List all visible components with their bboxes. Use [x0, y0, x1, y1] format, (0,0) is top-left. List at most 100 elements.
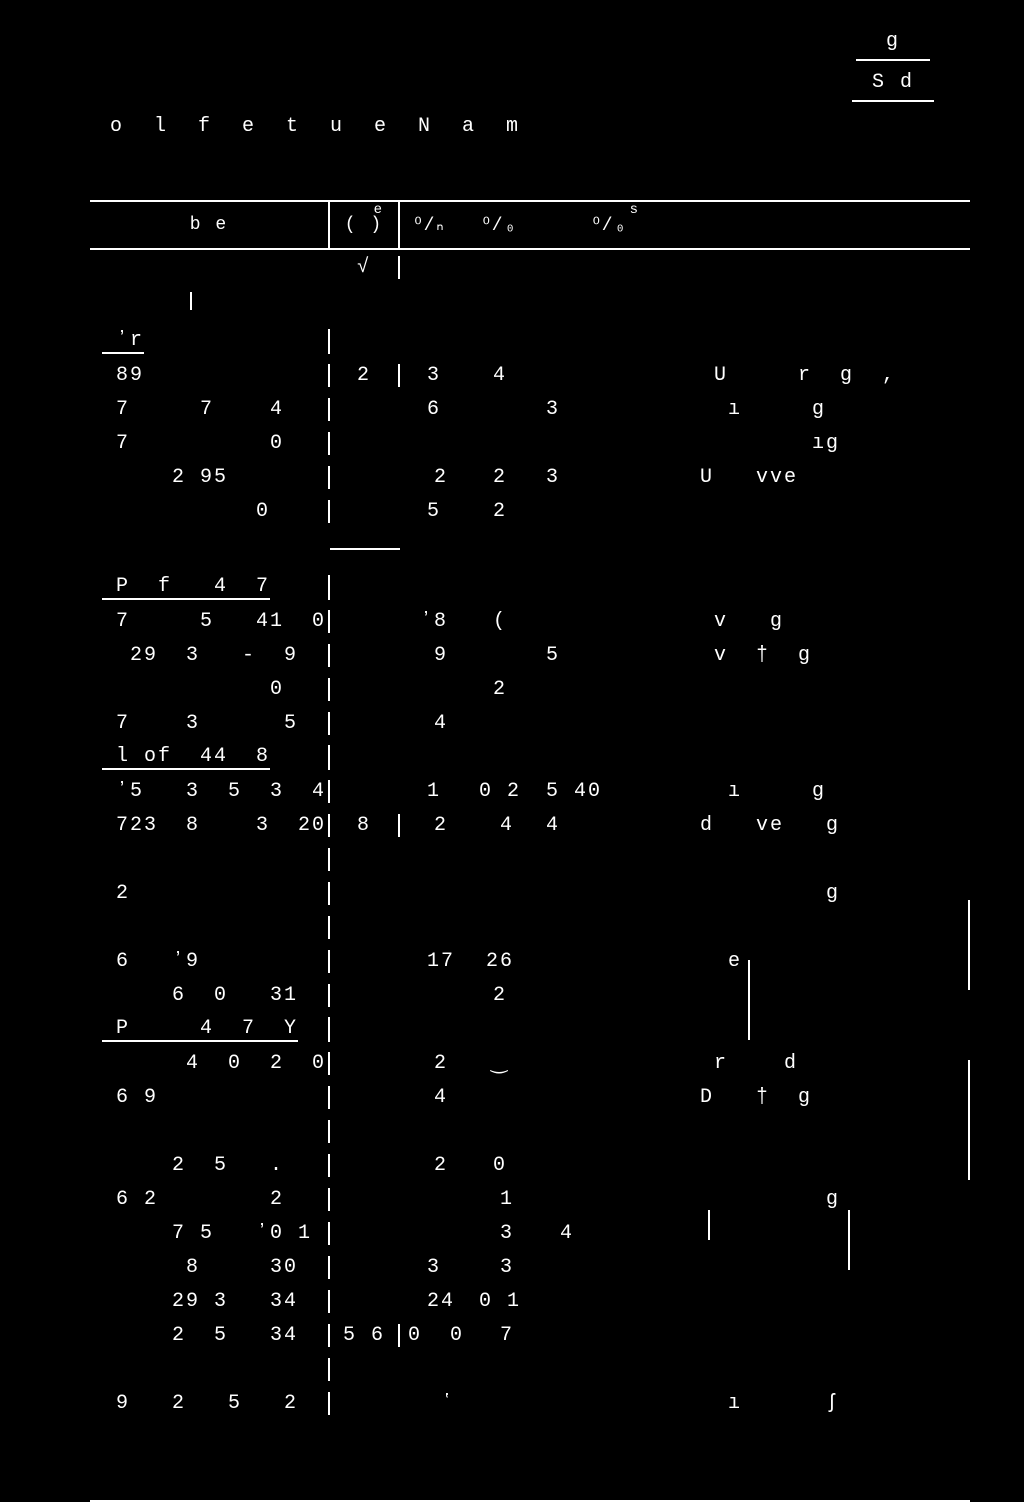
table-row: 6 9 4 D † g: [90, 1080, 970, 1114]
cell: 4: [400, 712, 460, 735]
table-row: 9 2 5 2 ʽ ı ʃ: [90, 1386, 970, 1420]
table-row: 2 95 223U vve: [90, 460, 970, 494]
cell: g: [680, 882, 970, 905]
cell: 4 0 2 0: [90, 1052, 330, 1075]
cell: 2: [400, 1052, 460, 1075]
table-header-row: b e e ( ) ⁰/ₙ ⁰/₀ s ⁰/₀: [90, 202, 970, 250]
cell: 3: [540, 466, 680, 489]
table-row: 6 ʼ9 1726 e: [90, 944, 970, 978]
cell: 3: [540, 398, 680, 421]
cell: e: [680, 950, 970, 973]
cell: (: [460, 610, 540, 633]
cell: D † g: [680, 1086, 970, 1109]
cell: 6 2 2: [90, 1188, 330, 1211]
section-heading: l of 44 8: [90, 740, 970, 774]
table-row: 29 3 - 9 9 5 v † g: [90, 638, 970, 672]
hdr-col2-sup: e: [374, 202, 384, 218]
cell: ʼ5 3 5 3 4: [90, 780, 330, 803]
section-label: l of 44 8: [102, 745, 270, 770]
cell: 7 3 5: [90, 712, 330, 735]
cell: 2 5 .: [90, 1154, 330, 1177]
cell: 5: [540, 644, 680, 667]
table-row: [90, 1114, 970, 1148]
section-label: P f 4 7: [102, 575, 270, 600]
table-row: [90, 284, 970, 324]
table-row: ʼ5 3 5 3 4 10 25 40 ı g: [90, 774, 970, 808]
cell: 6 0 31: [90, 984, 330, 1007]
cell: [90, 916, 330, 939]
table-row: 89234 U r g ,: [90, 358, 970, 392]
cell: 4: [540, 1222, 680, 1245]
cell: ı g: [680, 398, 970, 421]
cell: [460, 432, 540, 455]
hdr-col6: [680, 202, 970, 248]
table-row: [90, 910, 970, 944]
cell: 4: [400, 1086, 460, 1109]
table-row: 2 5 345 60 0 7: [90, 1318, 970, 1352]
cell: [90, 1358, 330, 1381]
cell: 2: [460, 466, 540, 489]
cell: 3: [460, 1256, 540, 1279]
cell: 2: [400, 814, 460, 837]
table-row: 02: [90, 672, 970, 706]
cell: ıg: [680, 432, 970, 455]
cell: 3: [460, 1222, 540, 1245]
cell: 3: [400, 1256, 460, 1279]
vertical-tick: [848, 1210, 850, 1270]
hdr-col4: ⁰/₀: [460, 202, 540, 248]
table-row: 2 g: [90, 876, 970, 910]
header-g: g: [856, 30, 930, 61]
cell: 2: [330, 364, 400, 387]
table-row: 7 0 ıg: [90, 426, 970, 460]
hdr-col5: s ⁰/₀: [540, 202, 680, 248]
cell: ʽ: [400, 1392, 460, 1415]
cell: v † g: [680, 644, 970, 667]
cell: 8: [330, 814, 400, 837]
cell: 89: [90, 364, 330, 387]
cell: 7: [460, 1324, 540, 1347]
cell: 0: [460, 1154, 540, 1177]
cell: 9 2 5 2: [90, 1392, 330, 1415]
vertical-tick: [968, 1060, 970, 1180]
cell: 2 5 34: [90, 1324, 330, 1347]
hdr-col3: ⁰/ₙ: [400, 202, 460, 248]
table-row: 2 5 . 20: [90, 1148, 970, 1182]
cell: 9: [400, 644, 460, 667]
table-row: [90, 842, 970, 876]
cell: 4: [540, 814, 680, 837]
cell: r d: [680, 1052, 970, 1075]
table-row: 6 0 31 2: [90, 978, 970, 1012]
cell: 0 1: [460, 1290, 540, 1313]
hdr-col5-sup: s: [630, 202, 640, 218]
cell: 5 40: [540, 780, 680, 803]
spacer-row: [90, 1420, 970, 1480]
cell: 0 2: [460, 780, 540, 803]
cell: 5: [400, 500, 460, 523]
cell: 2: [460, 500, 540, 523]
section-label: ʼr: [102, 329, 144, 354]
table-row: 4 0 2 0 2‿ r d: [90, 1046, 970, 1080]
cell: 2 95: [90, 466, 330, 489]
cell: ʼ8: [400, 610, 460, 633]
hdr-col4-text: ⁰/₀: [483, 214, 518, 236]
cell: [90, 848, 330, 871]
main-table: b e e ( ) ⁰/ₙ ⁰/₀ s ⁰/₀ √ ʼr 89234 U r g…: [90, 200, 970, 1502]
cell: ı ʃ: [680, 1392, 970, 1415]
cell: 2: [400, 1154, 460, 1177]
cell: √: [330, 256, 400, 279]
cell: 1: [400, 780, 460, 803]
cell: ı g: [680, 780, 970, 803]
spacer-row: [90, 550, 970, 570]
cell: 6: [400, 398, 460, 421]
cell: 6 9: [90, 1086, 330, 1109]
cell: g: [680, 1188, 970, 1211]
table-row: 7 5 41 0ʼ8( v g: [90, 604, 970, 638]
cell: U vve: [680, 466, 970, 489]
cell: v g: [680, 610, 970, 633]
cell: 8 30: [90, 1256, 330, 1279]
cell: 0: [90, 500, 330, 523]
hdr-col1-text: b e: [190, 215, 228, 235]
hdr-col2: e ( ): [330, 202, 400, 248]
cell: 2: [460, 984, 540, 1007]
vertical-tick: [748, 960, 750, 1040]
